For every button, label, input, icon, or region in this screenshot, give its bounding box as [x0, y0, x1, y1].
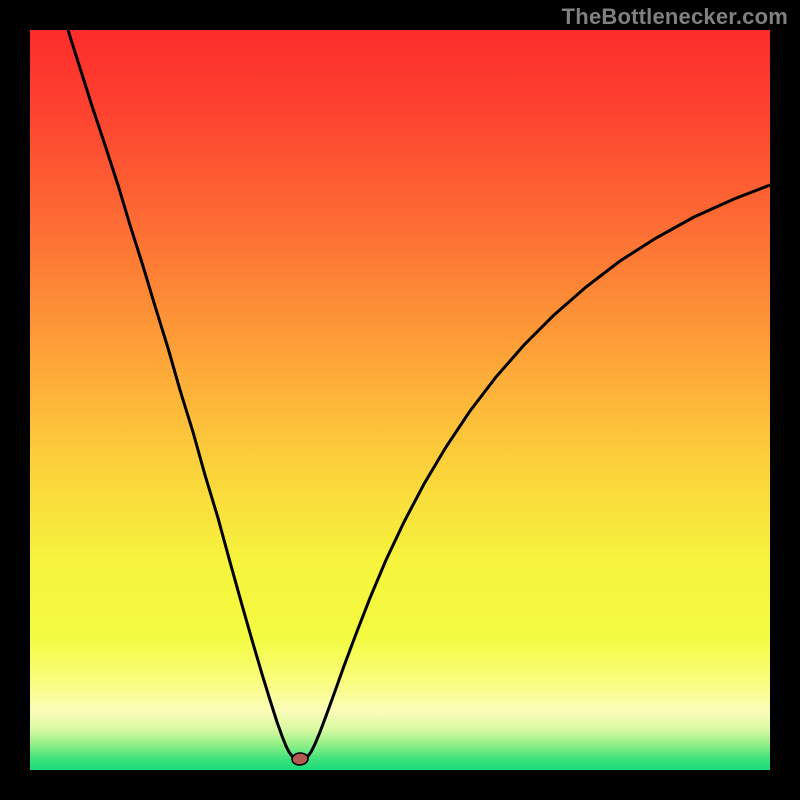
optimal-point-marker — [292, 752, 309, 765]
plot-background — [30, 30, 770, 770]
chart-container: TheBottlenecker.com — [0, 0, 800, 800]
bottleneck-chart — [30, 30, 770, 770]
watermark-text: TheBottlenecker.com — [562, 4, 788, 30]
